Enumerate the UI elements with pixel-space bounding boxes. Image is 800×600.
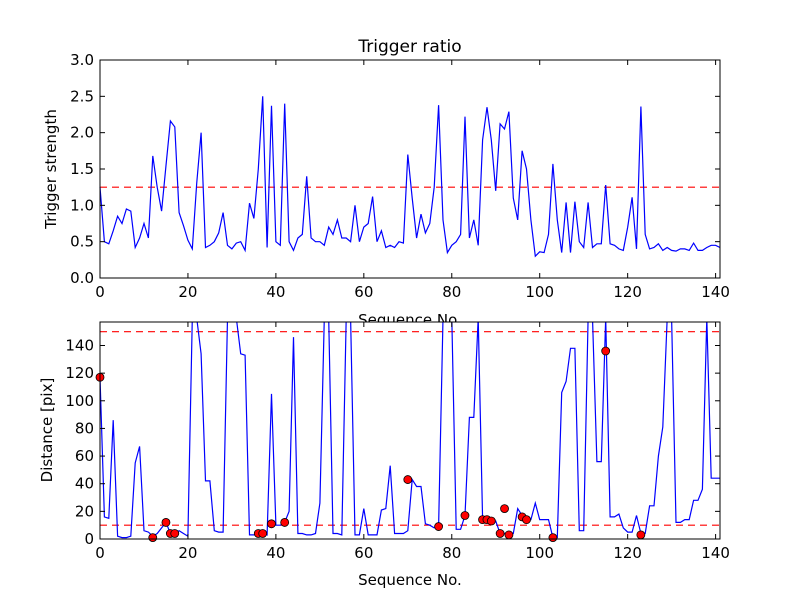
data-marker — [258, 529, 268, 538]
y-axis-ticks: 0 20 40 60 80 100 120 140 — [65, 336, 720, 548]
data-marker — [500, 504, 509, 513]
x-tick-label: 120 — [613, 544, 642, 562]
chart-title: Trigger ratio — [357, 37, 461, 57]
x-tick-label: 0 — [95, 283, 105, 301]
x-axis-ticks: 0 20 40 60 80 100 120 140 — [95, 60, 730, 301]
x-tick-label: 100 — [525, 283, 554, 301]
x-tick-label: 140 — [701, 283, 730, 301]
y-tick-label: 1.5 — [70, 160, 94, 178]
data-marker — [548, 533, 558, 543]
data-marker — [495, 529, 505, 538]
data-marker — [267, 519, 276, 529]
y-tick-label: 1.0 — [70, 196, 94, 214]
x-tick-label: 120 — [613, 283, 642, 301]
y-axis-ticks: 0.0 0.5 1.0 1.5 2.0 2.5 3.0 — [70, 51, 720, 287]
data-marker — [460, 511, 470, 520]
series-line — [99, 96, 721, 258]
data-marker — [504, 530, 514, 540]
y-tick-label: 80 — [75, 419, 94, 437]
x-tick-label: 0 — [95, 544, 105, 562]
data-marker — [601, 346, 611, 356]
data-marker — [522, 515, 531, 525]
y-tick-label: 2.0 — [70, 124, 94, 142]
x-tick-label: 60 — [354, 283, 373, 301]
series-line — [100, 322, 720, 539]
chart-trigger-ratio: Trigger ratio 0 20 40 60 80 100 120 140 0.0 0.5 1… — [42, 37, 730, 329]
y-tick-label: 3.0 — [70, 51, 94, 69]
data-marker — [280, 518, 290, 527]
x-axis-label: Sequence No. — [358, 571, 462, 589]
y-tick-label: 2.5 — [70, 87, 94, 105]
y-tick-label: 0.0 — [70, 269, 94, 287]
y-tick-label: 100 — [65, 392, 94, 410]
data-marker — [636, 530, 646, 540]
x-tick-label: 20 — [178, 283, 197, 301]
data-marker — [148, 533, 158, 543]
chart-distance: 0 20 40 60 80 100 120 140 0 20 40 60 80 100 120 140 Se… — [38, 321, 730, 589]
y-tick-label: 40 — [75, 475, 94, 493]
plot-frame — [99, 321, 721, 540]
data-marker — [403, 475, 413, 484]
threshold-group — [100, 331, 720, 526]
plot-area — [100, 60, 720, 278]
x-axis-ticks: 0 20 40 60 80 100 120 140 — [95, 322, 730, 562]
data-marker — [434, 522, 443, 531]
x-tick-label: 140 — [701, 544, 730, 562]
y-axis-label: Trigger strength — [42, 109, 60, 230]
x-tick-label: 20 — [178, 544, 197, 562]
y-axis-label: Distance [pix] — [38, 378, 56, 483]
x-tick-label: 60 — [354, 544, 373, 562]
x-tick-label: 40 — [266, 283, 285, 301]
series-group — [100, 322, 720, 539]
data-marker — [486, 516, 496, 526]
y-tick-label: 20 — [75, 502, 94, 520]
x-tick-label: 80 — [442, 544, 461, 562]
x-tick-label: 100 — [525, 544, 554, 562]
y-tick-label: 0 — [84, 530, 94, 548]
data-marker — [161, 518, 171, 527]
y-tick-label: 60 — [75, 447, 94, 465]
y-tick-label: 120 — [65, 364, 94, 382]
x-tick-label: 80 — [442, 283, 461, 301]
series-group — [99, 96, 721, 258]
data-marker — [170, 529, 180, 538]
x-tick-label: 40 — [266, 544, 285, 562]
y-tick-label: 140 — [65, 336, 94, 354]
y-tick-label: 0.5 — [70, 233, 94, 251]
